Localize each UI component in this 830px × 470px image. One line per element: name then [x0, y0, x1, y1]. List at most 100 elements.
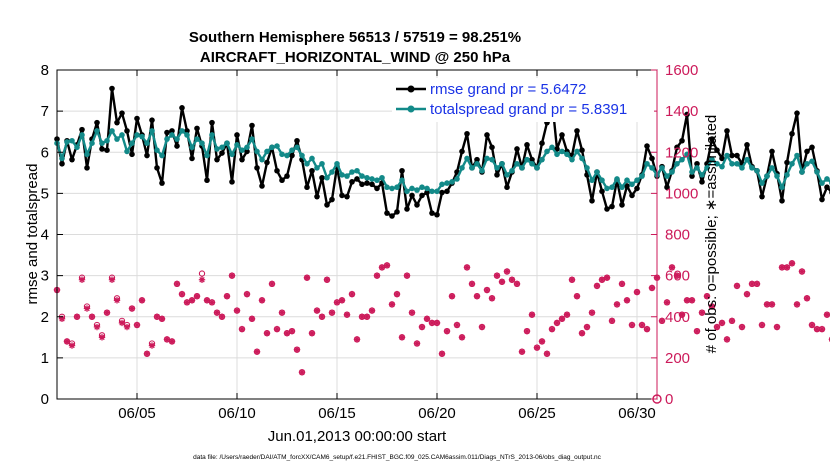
obs-assimilated-point — [768, 301, 776, 308]
obs-assimilated-point — [733, 282, 741, 290]
spread-point — [169, 132, 175, 138]
obs-assimilated-point — [233, 307, 241, 314]
spread-point — [64, 139, 70, 145]
obs-assimilated-star — [783, 264, 791, 271]
obs-assimilated-star — [508, 276, 516, 283]
obs-assimilated-star — [273, 325, 281, 333]
obs-assimilated-star — [683, 297, 691, 304]
rmse-point — [249, 122, 255, 129]
obs-assimilated-star — [713, 323, 721, 331]
obs-assimilated-point — [413, 340, 421, 347]
rmse-point — [809, 144, 815, 151]
spread-point — [309, 155, 315, 162]
obs-assimilated-point — [428, 319, 436, 327]
spread-point — [79, 132, 85, 138]
obs-assimilated-point — [383, 262, 391, 269]
obs-assimilated-point — [63, 338, 71, 345]
obs-assimilated-star — [743, 290, 751, 298]
obs-assimilated-star — [738, 323, 746, 331]
obs-assimilated-star — [463, 264, 471, 271]
spread-point — [534, 165, 540, 171]
obs-assimilated-point — [463, 264, 471, 271]
spread-point — [184, 132, 190, 138]
obs-assimilated-star — [188, 297, 196, 304]
spread-point — [189, 144, 195, 151]
obs-assimilated-star — [568, 276, 576, 283]
spread-point — [374, 177, 380, 184]
spread-point — [209, 132, 215, 138]
obs-assimilated-point — [178, 290, 186, 298]
rmse-point — [414, 202, 420, 208]
obs-assimilated-star — [343, 311, 351, 318]
spread-point — [514, 160, 520, 167]
spread-point — [179, 128, 185, 134]
spread-point — [629, 181, 635, 188]
obs-assimilated-point — [258, 297, 266, 304]
obs-assimilated-star — [383, 262, 391, 269]
right-tick-label: 1200 — [665, 144, 698, 161]
rmse-point — [444, 188, 450, 195]
spread-point — [244, 144, 250, 151]
obs-assimilated-point — [683, 297, 691, 304]
obs-assimilated-star — [358, 313, 366, 320]
rmse-point — [604, 206, 610, 212]
rmse-point — [649, 155, 655, 162]
obs-assimilated-point — [168, 338, 176, 345]
obs-assimilated-point — [268, 280, 276, 288]
obs-assimilated-point — [563, 311, 571, 318]
chart-title-line2: AIRCRAFT_HORIZONTAL_WIND @ 250 hPa — [200, 49, 511, 66]
rmse-point — [504, 184, 510, 191]
spread-point — [659, 165, 665, 171]
spread-point — [334, 160, 340, 167]
spread-point — [379, 174, 385, 181]
spread-point — [569, 156, 575, 163]
rmse-point — [384, 210, 390, 216]
spread-point — [669, 169, 675, 175]
obs-assimilated-star — [523, 327, 531, 335]
left-axis-ticks: 0 1 2 3 4 5 6 7 8 — [41, 62, 63, 408]
obs-assimilated-point — [798, 268, 806, 275]
obs-assimilated-point — [188, 297, 196, 304]
rmse-point — [819, 196, 825, 203]
spread-point — [729, 160, 735, 167]
rmse-point — [404, 206, 410, 212]
obs-assimilated-star — [483, 286, 491, 294]
rmse-point — [714, 147, 720, 153]
obs-assimilated-star — [58, 315, 66, 323]
obs-assimilated-star — [593, 282, 601, 290]
spread-point — [784, 172, 790, 178]
rmse-point — [364, 180, 370, 186]
obs-assimilated-point — [363, 313, 371, 320]
obs-assimilated-point — [518, 348, 526, 355]
obs-assimilated-star — [193, 292, 201, 300]
obs-assimilated-point — [588, 309, 596, 316]
rmse-point — [734, 152, 740, 159]
rmse-point — [804, 148, 810, 155]
right-tick-label: 600 — [665, 268, 690, 285]
left-tick-label: 2 — [41, 309, 49, 326]
obs-assimilated-star — [238, 325, 246, 333]
right-tick-label: 800 — [665, 227, 690, 244]
obs-assimilated-star — [138, 297, 146, 304]
obs-assimilated-star — [158, 315, 166, 323]
spread-point — [444, 180, 450, 186]
spread-point — [539, 156, 545, 163]
rmse-point — [294, 137, 300, 144]
rmse-point — [699, 179, 705, 185]
obs-assimilated-star — [353, 336, 361, 343]
obs-assimilated-point — [138, 297, 146, 304]
spread-point — [74, 144, 80, 151]
rmse-point — [484, 132, 490, 138]
obs-assimilated-point — [343, 311, 351, 318]
rmse-point — [419, 192, 425, 199]
obs-assimilated-point — [143, 350, 151, 357]
left-axis-label: rmse and totalspread — [24, 164, 41, 305]
spread-point — [214, 146, 220, 152]
spread-point — [154, 147, 160, 153]
obs-assimilated-point — [153, 313, 161, 320]
obs-assimilated-point — [763, 301, 771, 308]
obs-assimilated-star — [803, 295, 811, 302]
spread-point — [589, 177, 595, 184]
obs-assimilated-star — [278, 309, 286, 316]
right-tick-label: 1600 — [665, 62, 698, 79]
